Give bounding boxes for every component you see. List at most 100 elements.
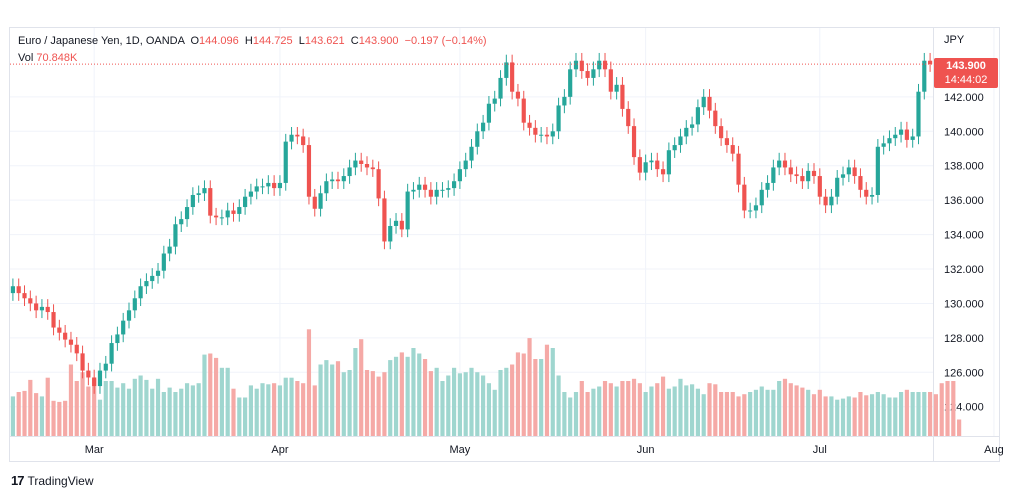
volume-bar [788,383,793,436]
candle-body [196,193,201,195]
candle-body [626,108,631,127]
candle-body [80,353,85,371]
candle-body [829,196,834,206]
candle-body [213,215,219,218]
candle-body [486,103,492,123]
volume-bar [759,386,764,436]
volume-bar [57,401,62,436]
last-price-badge: 143.900 14:44:02 [934,58,998,89]
volume-bar [898,392,904,436]
candle-body [806,170,811,182]
candle-body [28,298,33,304]
tradingview-branding[interactable]: 17 TradingView [11,473,94,488]
volume-bar [945,381,950,436]
volume-bar [544,344,550,436]
symbol-title[interactable]: Euro / Japanese Yen, 1D, OANDA [18,35,185,47]
volume-bar [910,392,915,436]
candle-body [446,188,451,190]
volume-bar [649,386,654,436]
candle-body [643,162,648,173]
candle-body [597,60,602,70]
candle-body [115,334,120,344]
volume-bar [289,377,294,436]
volume-bar [794,385,799,436]
candle-body [759,189,764,206]
volume-bar [225,367,230,436]
currency-label[interactable]: JPY [944,34,965,46]
volume-bar [782,378,788,436]
candle-body [184,207,190,220]
volume-legend: Vol 70.848K [18,52,77,64]
candle-body [753,205,759,211]
candle-body [602,60,608,70]
candle-body [649,160,654,163]
volume-bar [475,372,480,436]
brand-name: TradingView [27,473,94,488]
volume-bar [359,339,364,436]
candle-body [167,246,172,254]
candle-body [155,270,161,276]
candle-body [318,193,323,209]
candle-body [208,188,213,216]
candle-body [179,219,184,225]
candle-body [678,136,683,146]
candle-body [399,220,404,230]
candle-body [411,189,416,192]
volume-bar [68,364,74,436]
candle-body [585,71,590,78]
change-value: −0.197 (−0.14%) [404,35,487,47]
volume-bar [266,384,271,436]
volume-bar [132,378,137,436]
volume-bar [422,359,428,436]
volume-bar [748,392,753,436]
candle-body [858,176,863,190]
volume-bar [28,379,33,436]
volume-bar [196,383,201,436]
volume-bar [469,367,474,436]
y-tick-label: 128.000 [944,333,984,345]
candle-body [893,134,898,139]
candle-body [504,62,509,78]
candle-body [887,138,892,144]
volume-bar [364,370,370,436]
volume-bar [486,383,492,436]
volume-bar [347,370,352,436]
candle-body [742,184,747,211]
close-value: 143.900 [358,35,399,47]
volume-bar [155,378,161,436]
volume-bar [771,389,776,436]
volume-bar [904,389,909,436]
candle-body [434,189,439,197]
volume-bar [86,386,91,436]
volume-bar [562,392,567,436]
close-label: C [350,35,359,47]
volume-bar [208,353,213,436]
candle-body [353,160,358,168]
volume-bar [568,397,573,436]
volume-bar [504,367,509,436]
volume-label[interactable]: Vol [18,52,34,64]
volume-bar [312,385,317,436]
volume-bar [957,419,962,436]
candle-body [451,181,457,189]
volume-bar [411,348,416,436]
tradingview-logo-icon: 17 [11,473,25,488]
candle-body [684,127,689,137]
volume-bar [126,388,132,436]
candle-body [422,184,428,190]
volume-bar [690,384,695,436]
volume-bar [695,388,700,436]
candle-body [713,110,718,127]
volume-bar [16,392,21,436]
candle-body [22,293,27,299]
candle-body [614,84,619,92]
candle-body [359,160,364,164]
low-label: L [298,35,305,47]
candle-body [109,343,114,364]
volume-bar [63,400,68,436]
volume-bar [39,396,45,436]
volume-bar [672,386,677,436]
candle-body [475,131,480,147]
last-price-value: 143.900 [946,60,986,73]
